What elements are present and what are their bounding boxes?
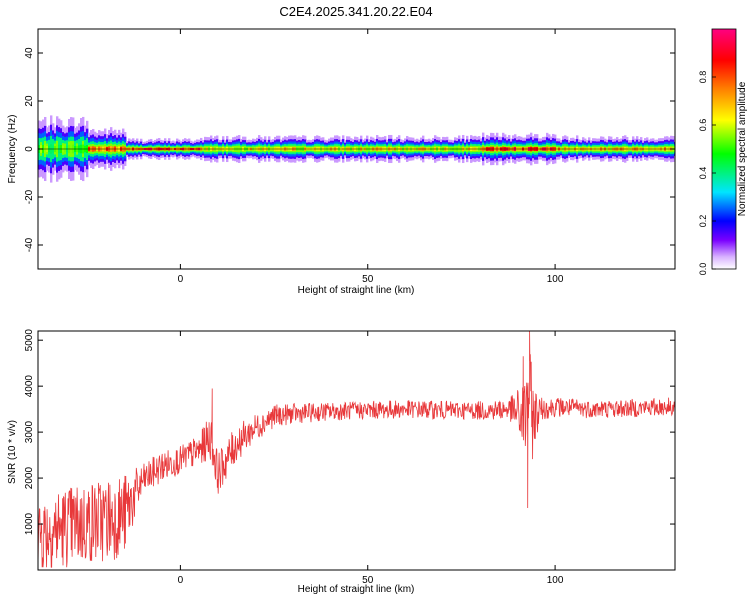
colorbar-gradient: [712, 29, 736, 269]
snr-x-ticks: 0 50 100: [178, 331, 564, 586]
colorbar-frame: [711, 28, 737, 270]
colorbar-tick-label: 0.6: [698, 119, 708, 132]
y-tick-label: 1000: [24, 512, 35, 535]
y-tick-label: 40: [24, 47, 35, 59]
x-tick-label: 50: [362, 575, 374, 586]
x-tick-label: 0: [178, 274, 184, 285]
y-tick-label: -40: [24, 237, 35, 252]
x-tick-label: 0: [178, 575, 184, 586]
colorbar-label: Normalized spectral amplitude: [737, 81, 748, 216]
y-tick-label: 0: [24, 146, 35, 152]
spectrogram-y-label: Frequency (Hz): [7, 115, 18, 184]
snr-series-line: [38, 331, 675, 568]
snr-y-label: SNR (10 * v/v): [7, 420, 18, 484]
spectrogram-x-ticks: 0 50 100: [178, 29, 564, 285]
y-tick-label: 3000: [24, 421, 35, 444]
snr-frame: [37, 330, 676, 571]
x-tick-label: 50: [362, 274, 374, 285]
colorbar-tick-label: 0.4: [698, 167, 708, 180]
y-tick-label: 4000: [24, 375, 35, 398]
spectrogram-panel: 0 50 100 -40 -20 0 20 40 Height of straight li…: [7, 28, 676, 296]
snr-x-label: Height of straight line (km): [298, 584, 415, 595]
snr-panel: 0 50 100 1000 2000 3000 4000 5000 Height of st…: [7, 329, 676, 595]
x-tick-label: 100: [547, 274, 564, 285]
y-tick-label: 5000: [24, 329, 35, 352]
spectrogram-x-label: Height of straight line (km): [298, 285, 415, 296]
snr-y-ticks: 1000 2000 3000 4000 5000: [24, 329, 675, 535]
colorbar-tick-label: 0.2: [698, 215, 708, 228]
colorbar: 0.0 0.2 0.4 0.6 0.8 Normalized spectral ampl…: [698, 28, 748, 276]
colorbar-tick-label: 0.0: [698, 263, 708, 276]
y-tick-label: 2000: [24, 467, 35, 490]
spectrogram-image: [38, 115, 675, 183]
colorbar-ticks: 0.0 0.2 0.4 0.6 0.8: [698, 71, 716, 276]
figure-title: C2E4.2025.341.20.22.E04: [279, 4, 432, 19]
y-tick-label: 20: [24, 95, 35, 107]
spectrogram-y-ticks: -40 -20 0 20 40: [24, 47, 675, 252]
colorbar-tick-label: 0.8: [698, 71, 708, 84]
y-tick-label: -20: [24, 189, 35, 204]
x-tick-label: 100: [547, 575, 564, 586]
